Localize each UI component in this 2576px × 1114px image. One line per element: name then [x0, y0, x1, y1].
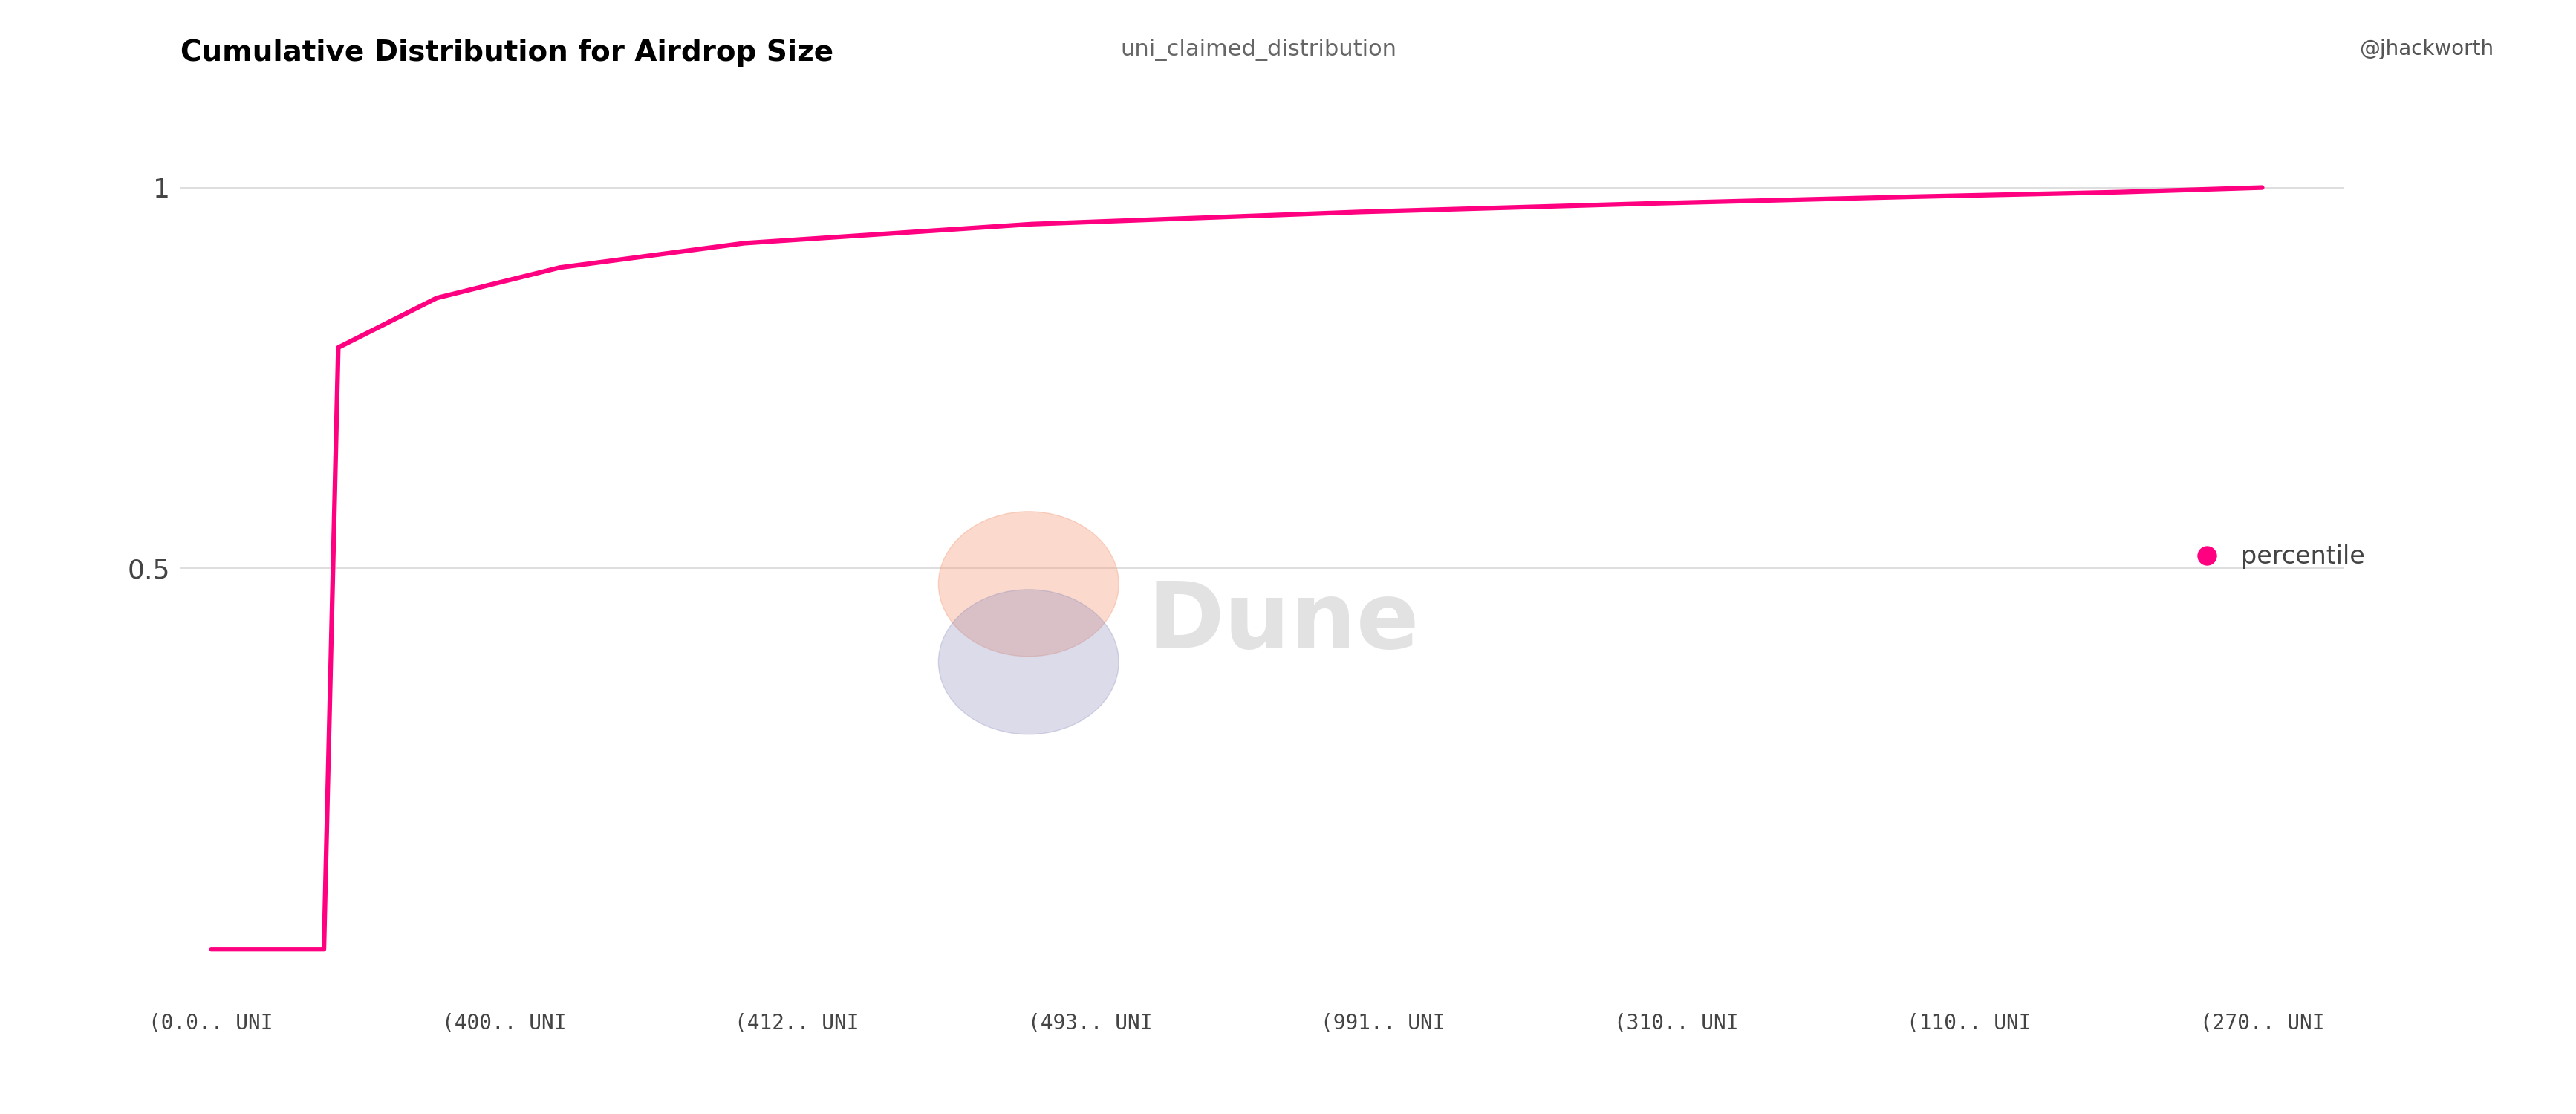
Ellipse shape: [938, 511, 1118, 656]
Ellipse shape: [938, 589, 1118, 734]
Text: uni_claimed_distribution: uni_claimed_distribution: [1121, 39, 1396, 61]
Text: Cumulative Distribution for Airdrop Size: Cumulative Distribution for Airdrop Size: [180, 39, 832, 67]
Legend: percentile: percentile: [2172, 535, 2375, 579]
Text: Dune: Dune: [1146, 578, 1419, 668]
Text: @jhackworth: @jhackworth: [2360, 39, 2494, 60]
